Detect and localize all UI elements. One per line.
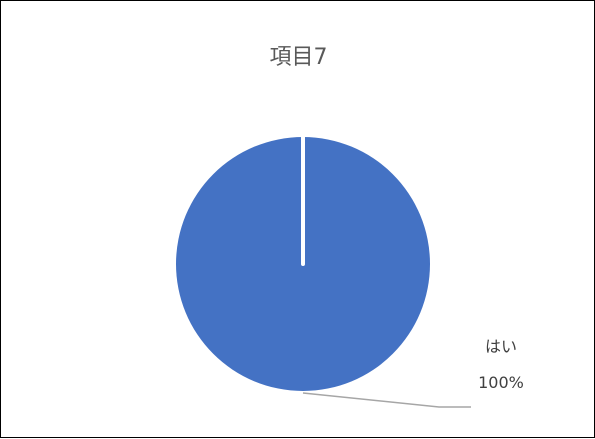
chart-title: 項目7 [269, 45, 328, 70]
data-label-percent: 100% [478, 373, 524, 392]
leader-line [302, 392, 471, 408]
data-label-category: はい [484, 337, 517, 356]
